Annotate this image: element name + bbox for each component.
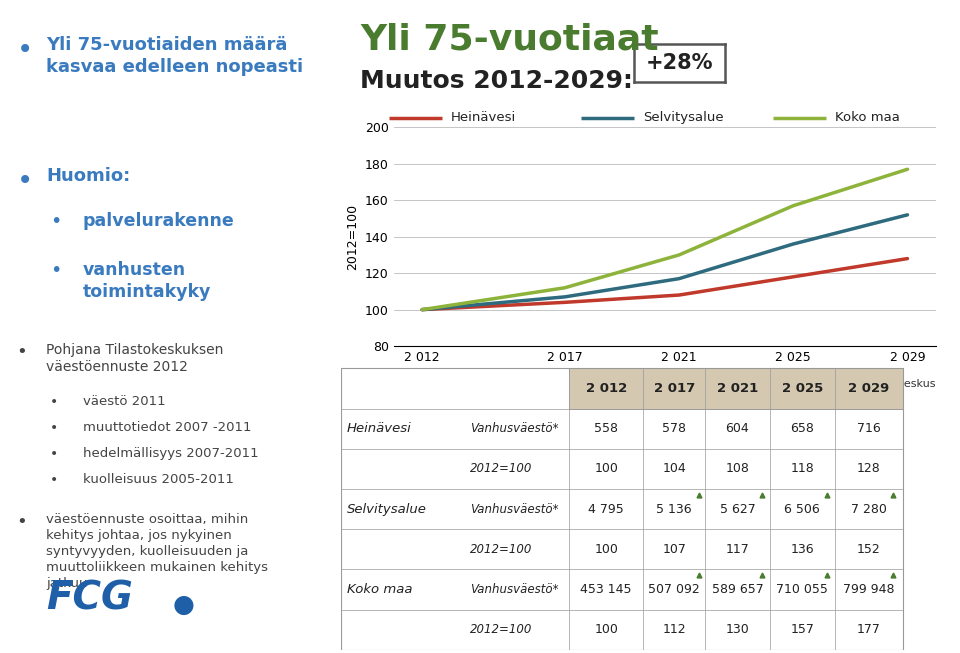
Text: 104: 104 — [662, 462, 686, 475]
Text: Yli 75-vuotiaat: Yli 75-vuotiaat — [360, 23, 659, 57]
Text: 799 948: 799 948 — [843, 583, 895, 596]
Text: 108: 108 — [726, 462, 750, 475]
Text: 136: 136 — [790, 543, 814, 556]
Text: •: • — [50, 421, 58, 435]
Text: 710 055: 710 055 — [777, 583, 828, 596]
Text: 2 021: 2 021 — [717, 382, 758, 394]
Text: väestö 2011: väestö 2011 — [83, 395, 165, 408]
Text: 658: 658 — [790, 422, 814, 435]
Text: 4 795: 4 795 — [588, 503, 624, 515]
Text: 589 657: 589 657 — [711, 583, 763, 596]
Text: •: • — [50, 212, 61, 231]
Text: 130: 130 — [726, 623, 749, 636]
Text: Vanhusväestö*: Vanhusväestö* — [470, 583, 559, 596]
Text: Vanhusväestö*: Vanhusväestö* — [470, 422, 559, 435]
Text: 5 627: 5 627 — [720, 503, 756, 515]
Text: 604: 604 — [726, 422, 749, 435]
Text: 2012=100: 2012=100 — [470, 623, 533, 636]
Text: •: • — [50, 395, 58, 409]
Text: 112: 112 — [662, 623, 686, 636]
Text: 157: 157 — [790, 623, 814, 636]
Text: •: • — [50, 261, 61, 280]
Text: Lähde: Tilastokeskus: Lähde: Tilastokeskus — [821, 379, 936, 389]
Text: 6 506: 6 506 — [784, 503, 820, 515]
Text: Vanhusväestö*: Vanhusväestö* — [470, 503, 559, 515]
Text: 2012=100: 2012=100 — [470, 543, 533, 556]
Y-axis label: 2012=100: 2012=100 — [347, 204, 359, 270]
Text: 2 017: 2 017 — [654, 382, 695, 394]
Text: 152: 152 — [856, 543, 880, 556]
Text: Koko maa: Koko maa — [347, 583, 413, 596]
Text: Heinävesi: Heinävesi — [347, 422, 412, 435]
Text: 5 136: 5 136 — [657, 503, 692, 515]
Text: 2 025: 2 025 — [781, 382, 823, 394]
Text: 128: 128 — [856, 462, 880, 475]
Text: 716: 716 — [856, 422, 880, 435]
Text: 100: 100 — [594, 462, 618, 475]
Text: vanhusten
toimintakyky: vanhusten toimintakyky — [83, 261, 211, 302]
Text: 558: 558 — [594, 422, 618, 435]
Text: •: • — [16, 167, 33, 195]
Text: Selvitysalue: Selvitysalue — [643, 111, 724, 124]
Text: FCG: FCG — [46, 579, 133, 617]
Text: 117: 117 — [726, 543, 749, 556]
Text: 578: 578 — [662, 422, 686, 435]
Text: 453 145: 453 145 — [581, 583, 632, 596]
Bar — [569, 368, 902, 409]
Text: Koko maa: Koko maa — [835, 111, 900, 124]
Text: 7 280: 7 280 — [851, 503, 886, 515]
Text: hedelmällisyys 2007-2011: hedelmällisyys 2007-2011 — [83, 447, 258, 460]
Text: 2012=100: 2012=100 — [470, 462, 533, 475]
Text: 118: 118 — [790, 462, 814, 475]
Text: Selvitysalue: Selvitysalue — [347, 503, 427, 515]
Text: 2 029: 2 029 — [848, 382, 889, 394]
Text: muuttotiedot 2007 -2011: muuttotiedot 2007 -2011 — [83, 421, 252, 434]
Text: Muutos 2012-2029:: Muutos 2012-2029: — [360, 69, 633, 93]
Text: 507 092: 507 092 — [648, 583, 700, 596]
Text: 100: 100 — [594, 543, 618, 556]
Text: väestöennuste osoittaa, mihin
kehitys johtaa, jos nykyinen
syntyvyyden, kuolleis: väestöennuste osoittaa, mihin kehitys jo… — [46, 513, 269, 590]
Text: Yli 75-vuotiaiden määrä
kasvaa edelleen nopeasti: Yli 75-vuotiaiden määrä kasvaa edelleen … — [46, 36, 303, 76]
Text: •: • — [16, 36, 33, 64]
Text: 177: 177 — [856, 623, 880, 636]
Text: •: • — [50, 473, 58, 487]
Text: Pohjana Tilastokeskuksen
väestöennuste 2012: Pohjana Tilastokeskuksen väestöennuste 2… — [46, 343, 224, 374]
Text: palvelurakenne: palvelurakenne — [83, 212, 234, 231]
Text: •: • — [16, 343, 27, 361]
Text: 100: 100 — [594, 623, 618, 636]
Text: •: • — [16, 513, 27, 531]
Text: kuolleisuus 2005-2011: kuolleisuus 2005-2011 — [83, 473, 233, 486]
Text: +28%: +28% — [645, 53, 713, 72]
Text: ●: ● — [172, 593, 194, 617]
Text: Huomio:: Huomio: — [46, 167, 131, 185]
Text: 107: 107 — [662, 543, 686, 556]
Text: •: • — [50, 447, 58, 461]
Text: 2 012: 2 012 — [586, 382, 627, 394]
Text: Heinävesi: Heinävesi — [451, 111, 516, 124]
